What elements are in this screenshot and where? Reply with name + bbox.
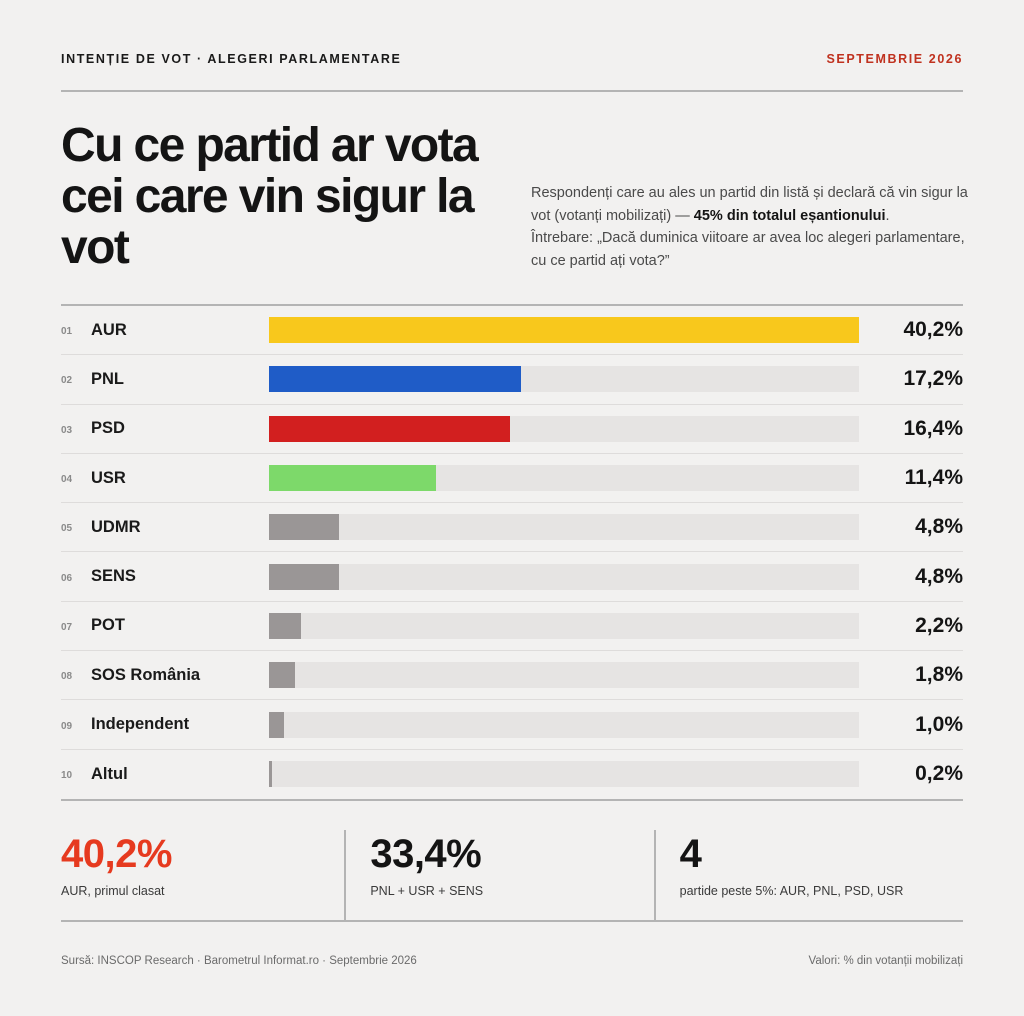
rank-label: 10 <box>61 770 73 782</box>
chart-row: 10 Altul 0,2% <box>61 750 963 799</box>
bar-aur <box>269 317 859 344</box>
chart-row: 07 POT 2,2% <box>61 602 963 652</box>
stat-block: 40,2% AUR, primul clasat <box>61 830 344 920</box>
chart-row: 05 UDMR 4,8% <box>61 503 963 553</box>
rank-label: 08 <box>61 671 73 683</box>
value-label: 40,2% <box>903 318 963 342</box>
party-label: AUR <box>91 320 127 339</box>
chart-row: 03 PSD 16,4% <box>61 405 963 454</box>
chart-row: 08 SOS România 1,8% <box>61 651 963 701</box>
bar-track <box>269 662 859 689</box>
rank-label: 06 <box>61 572 73 584</box>
party-label: SENS <box>91 567 136 586</box>
stat-value: 40,2% <box>61 832 172 876</box>
party-label: PSD <box>91 419 125 438</box>
value-label: 2,2% <box>915 613 963 637</box>
bar-track <box>269 465 859 492</box>
chart-row: 01 AUR 40,2% <box>61 306 963 356</box>
chart-row: 04 USR 11,4% <box>61 454 963 504</box>
bar-track <box>269 514 859 541</box>
values-note: Valori: % din votanții mobilizați <box>808 955 963 967</box>
value-label: 0,2% <box>915 762 963 786</box>
value-label: 1,0% <box>915 712 963 736</box>
bar-track <box>269 612 859 639</box>
party-label: Independent <box>91 715 190 734</box>
bar-sens <box>269 563 340 590</box>
stats-row: 40,2% AUR, primul clasat 33,4% PNL + USR + … <box>61 830 963 922</box>
rank-label: 03 <box>61 424 73 436</box>
bar-pnl <box>269 366 522 393</box>
value-label: 4,8% <box>915 515 963 539</box>
intro-highlight: 45% din totalul eșantionului <box>693 207 886 224</box>
value-label: 16,4% <box>903 416 963 440</box>
bar-track <box>269 366 859 393</box>
bar-track <box>269 317 859 344</box>
bar-altul <box>269 761 272 788</box>
rank-label: 04 <box>61 474 73 486</box>
stat-label: AUR, primul clasat <box>61 884 165 898</box>
bar-track <box>269 711 859 738</box>
bar-sos-românia <box>269 662 296 689</box>
chart-row: 06 SENS 4,8% <box>61 552 963 602</box>
source-note: Sursă: INSCOP Research · Barometrul Info… <box>61 955 417 967</box>
stat-block: 33,4% PNL + USR + SENS <box>344 830 653 920</box>
stat-label: PNL + USR + SENS <box>370 884 484 898</box>
rank-label: 05 <box>61 523 73 535</box>
chart-row: 02 PNL 17,2% <box>61 355 963 405</box>
publication-date: SEPTEMBRIE 2026 <box>826 52 963 66</box>
bar-pot <box>269 612 302 639</box>
party-label: USR <box>91 468 126 487</box>
bar-track <box>269 415 859 442</box>
bar-usr <box>269 465 437 492</box>
intro-text-after: . <box>885 207 890 224</box>
party-label: POT <box>91 616 125 635</box>
value-label: 17,2% <box>903 367 963 391</box>
party-label: UDMR <box>91 517 141 536</box>
party-label: PNL <box>91 369 124 388</box>
bar-independent <box>269 711 284 738</box>
top-bar: INTENȚIE DE VOT · ALEGERI PARLAMENTARE S… <box>61 52 963 92</box>
rank-label: 09 <box>61 720 73 732</box>
headline: Cu ce partid ar vota cei care vin sigur … <box>61 119 479 274</box>
footer: Sursă: INSCOP Research · Barometrul Info… <box>61 955 963 967</box>
bar-track <box>269 563 859 590</box>
value-label: 4,8% <box>915 564 963 588</box>
chart-row: 09 Independent 1,0% <box>61 700 963 750</box>
bar-track <box>269 761 859 788</box>
rank-label: 01 <box>61 326 73 338</box>
value-label: 1,8% <box>915 663 963 687</box>
stat-label: partide peste 5%: AUR, PNL, PSD, USR <box>679 884 904 898</box>
bar-chart: 01 AUR 40,2% 02 PNL 17,2% 03 PSD 16,4% 04 USR 11,4%… <box>61 304 963 801</box>
survey-question: Întrebare: „Dacă duminica viitoare ar av… <box>531 230 965 269</box>
stat-value: 4 <box>679 832 702 876</box>
kicker: INTENȚIE DE VOT · ALEGERI PARLAMENTARE <box>61 52 402 66</box>
intro-text: Respondenți care au ales un partid din l… <box>531 182 971 272</box>
rank-label: 02 <box>61 375 73 387</box>
intro-text-before: Respondenți care au ales un partid din l… <box>531 185 968 224</box>
bar-psd <box>269 415 510 442</box>
stat-value: 33,4% <box>370 832 482 876</box>
rank-label: 07 <box>61 621 73 633</box>
bar-udmr <box>269 514 340 541</box>
party-label: SOS România <box>91 665 201 684</box>
value-label: 11,4% <box>904 466 963 490</box>
stat-block: 4 partide peste 5%: AUR, PNL, PSD, USR <box>653 830 963 920</box>
party-label: Altul <box>91 764 128 783</box>
